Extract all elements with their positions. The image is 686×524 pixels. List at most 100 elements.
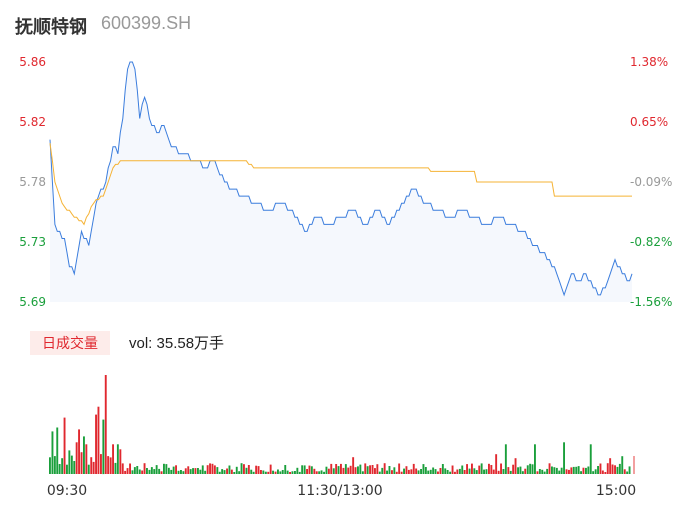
x-tick-label: 09:30 <box>47 483 87 499</box>
volume-bar <box>585 467 587 474</box>
volume-bar <box>458 468 461 474</box>
volume-bar <box>376 464 379 474</box>
volume-bar <box>83 436 85 474</box>
volume-bar <box>112 444 114 474</box>
volume-bar <box>141 470 144 474</box>
volume-readout: vol: 35.58万手 <box>129 332 224 353</box>
volume-bar <box>308 465 311 474</box>
volume-bar <box>628 466 631 474</box>
volume-bar <box>446 470 449 474</box>
volume-bar <box>187 466 190 474</box>
stock-name: 抚顺特钢 <box>15 17 87 37</box>
daily-volume-badge[interactable]: 日成交量 <box>30 331 110 355</box>
volume-bar <box>531 464 534 474</box>
volume-bar <box>410 469 413 474</box>
volume-bar <box>233 472 236 474</box>
volume-bar <box>153 469 156 474</box>
volume-bar <box>512 464 515 474</box>
volume-bar <box>449 471 452 474</box>
volume-bar <box>201 465 204 474</box>
volume-bar <box>454 471 456 474</box>
volume-bar <box>318 471 321 474</box>
volume-bar <box>468 468 471 474</box>
volume-bar <box>223 470 226 474</box>
volume-bar <box>274 471 277 474</box>
volume-bar <box>298 471 301 474</box>
volume-bar <box>393 467 396 474</box>
volume-bar <box>517 467 519 474</box>
price-line <box>49 61 633 297</box>
volume-bar <box>543 471 546 474</box>
volume-bar <box>439 468 442 474</box>
volume-bar <box>340 463 342 474</box>
volume-bar <box>100 454 102 474</box>
volume-bar <box>260 470 262 474</box>
volume-bar <box>352 457 355 474</box>
volume-bar <box>199 469 202 474</box>
volume-prefix: vol: <box>129 335 157 352</box>
volume-bar <box>548 463 551 474</box>
y-tick-left: 5.73 <box>19 235 46 249</box>
y-tick-right: -0.82% <box>630 235 672 249</box>
volume-value: 35.58万手 <box>156 335 225 352</box>
volume-bar <box>565 469 568 474</box>
volume-bar <box>412 463 415 474</box>
volume-bar <box>388 466 391 474</box>
volume-bar <box>206 465 209 474</box>
volume-bar <box>267 471 270 474</box>
volume-bar <box>403 468 405 474</box>
volume-bar <box>488 463 490 474</box>
volume-bar <box>420 469 422 474</box>
volume-bar <box>129 463 131 474</box>
volume-bar <box>359 464 362 474</box>
volume-bar <box>243 464 245 474</box>
volume-bar <box>437 471 439 474</box>
volume-bar <box>335 464 338 474</box>
volume-bar <box>558 470 561 474</box>
volume-bar <box>441 464 444 474</box>
volume-bar <box>587 466 590 474</box>
y-tick-left: 5.86 <box>19 55 46 69</box>
volume-bar <box>483 469 485 474</box>
volume-bar <box>371 465 374 474</box>
volume-bar <box>383 463 386 474</box>
volume-bar <box>609 458 612 474</box>
volume-bar <box>180 470 182 474</box>
volume-bar <box>301 465 304 474</box>
volume-bar <box>546 468 549 474</box>
volume-bar <box>218 471 221 474</box>
volume-bar <box>228 465 231 474</box>
volume-bar <box>366 466 369 474</box>
volume-bar <box>66 464 68 474</box>
volume-bar <box>296 467 299 474</box>
volume-bar <box>323 471 325 474</box>
volume-bar <box>320 470 323 474</box>
volume-bar <box>211 463 214 474</box>
volume-bar <box>524 468 527 474</box>
volume-bar <box>451 465 454 474</box>
volume-bar <box>344 464 347 474</box>
volume-bar <box>165 464 168 474</box>
volume-bar <box>247 465 250 474</box>
volume-bar <box>78 429 80 474</box>
volume-bar <box>492 469 495 474</box>
volume-bar <box>235 466 238 474</box>
volume-bar <box>294 471 296 474</box>
volume-bar <box>116 444 119 474</box>
volume-bar <box>306 469 308 474</box>
volume-bar <box>572 466 575 474</box>
y-tick-left: 5.78 <box>19 175 46 189</box>
volume-bar <box>279 471 282 474</box>
volume-bar <box>102 419 105 475</box>
volume-bar <box>597 466 599 474</box>
volume-bar <box>240 463 243 474</box>
volume-bar <box>357 466 359 474</box>
volume-bar <box>604 472 607 474</box>
volume-bar <box>107 456 110 474</box>
volume-bar <box>245 467 248 474</box>
volume-bar <box>349 465 352 474</box>
y-tick-right: 1.38% <box>630 55 668 69</box>
volume-bar <box>422 464 425 474</box>
volume-bar <box>429 469 432 474</box>
